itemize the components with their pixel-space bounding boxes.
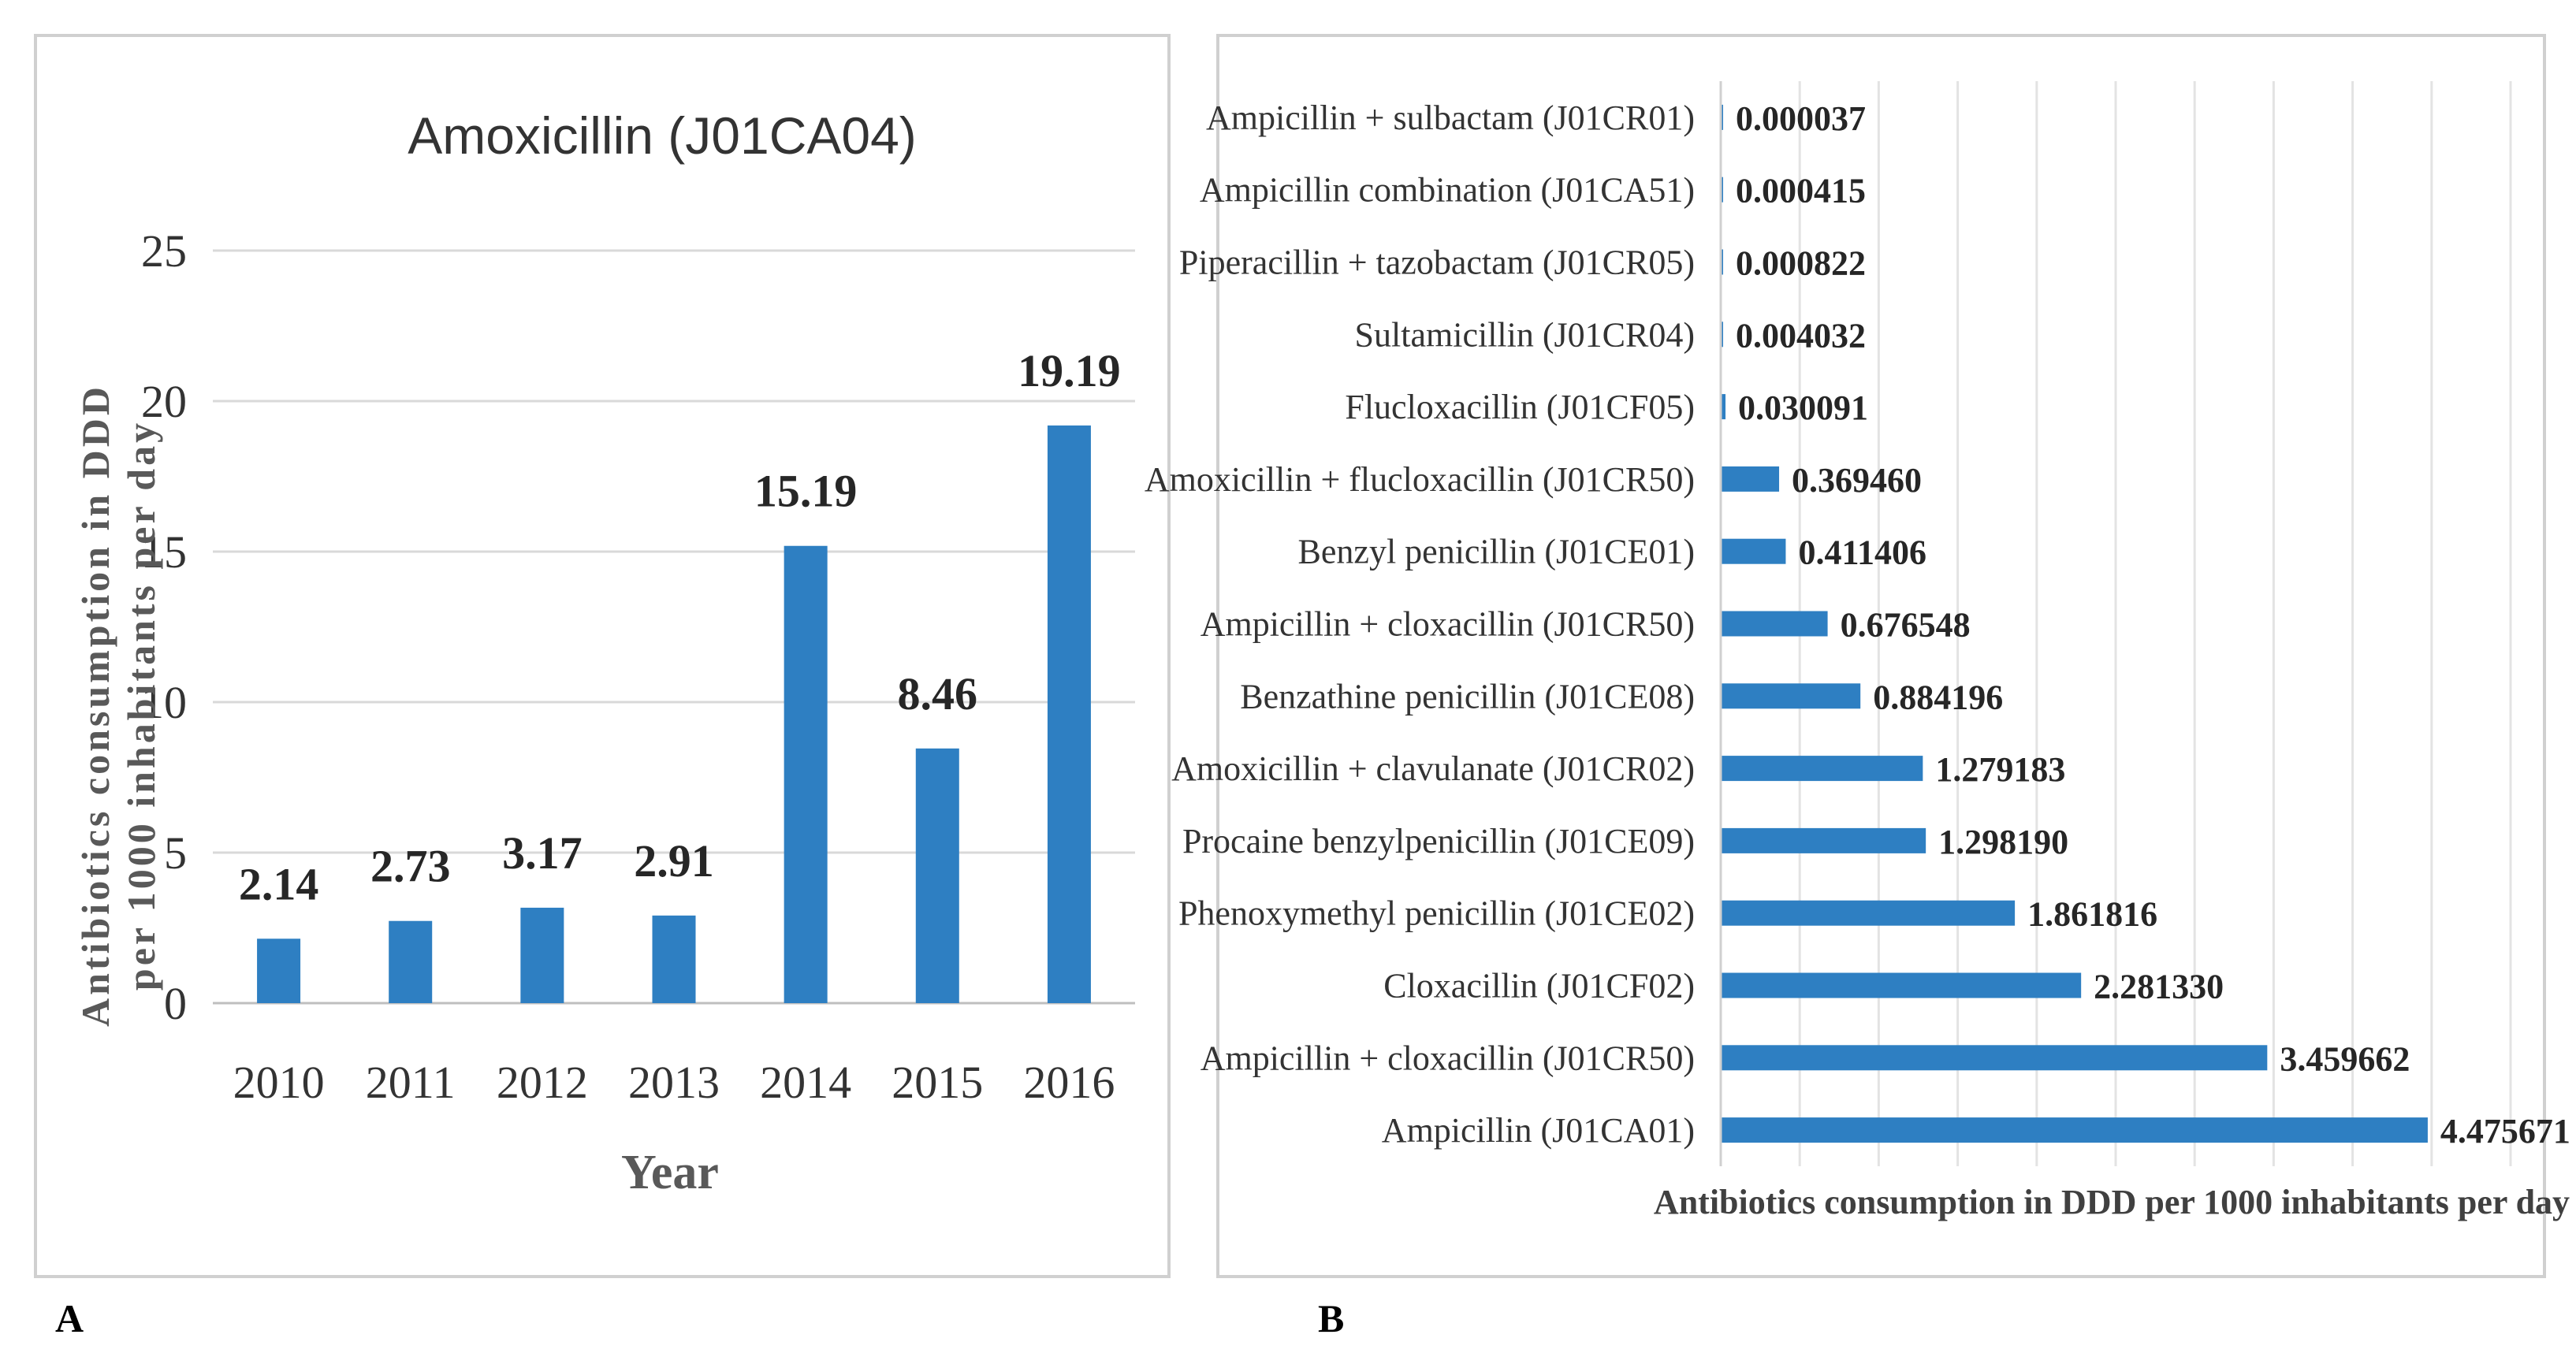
- chart-a-y-tick-label: 0: [164, 978, 187, 1029]
- chart-b-data-label: 0.000415: [1736, 172, 1866, 210]
- chart-a-y-tick-label: 10: [141, 677, 187, 728]
- chart-a-x-tick-label: 2016: [1023, 1057, 1115, 1108]
- chart-a-bar-2011: [389, 920, 433, 1003]
- chart-a-y-axis-title-line2: per 1000 inhabitants per day: [119, 420, 163, 991]
- chart-b-data-label: 2.281330: [2094, 968, 2224, 1006]
- chart-a-data-label: 3.17: [502, 827, 583, 879]
- chart-b-category-label: Ampicillin + cloxacillin (J01CR50): [1201, 1039, 1695, 1077]
- chart-a-x-tick-label: 2014: [760, 1057, 851, 1108]
- chart-b-data-label: 0.000037: [1736, 99, 1866, 138]
- chart-b-data-label: 0.004032: [1736, 316, 1866, 355]
- panel-b-frame: [1216, 34, 2546, 1278]
- chart-b-bar: [1721, 900, 2016, 926]
- chart-b-bar: [1721, 827, 1926, 853]
- chart-a-bar-2015: [915, 748, 959, 1003]
- chart-b-category-label: Ampicillin + cloxacillin (J01CR50): [1201, 605, 1695, 644]
- chart-a-title: Amoxicillin (J01CA04): [408, 106, 917, 165]
- chart-b-category-label: Sultamicillin (J01CR04): [1355, 315, 1695, 354]
- chart-a-bar-2012: [520, 907, 564, 1003]
- chart-a-bar-2014: [784, 545, 828, 1003]
- chart-b-bar: [1721, 394, 1726, 420]
- chart-b-category-label: Flucloxacillin (J01CF05): [1345, 388, 1695, 426]
- chart-b-data-label: 4.475671: [2440, 1112, 2570, 1150]
- chart-a-y-axis-title-line1: Antibiotics consumption in DDD: [73, 384, 117, 1027]
- chart-b-data-label: 0.676548: [1841, 606, 1971, 645]
- chart-b-category-label: Procaine benzylpenicillin (J01CE09): [1182, 822, 1695, 860]
- chart-a: Amoxicillin (J01CA04) 0 5 10 15 20 25 2.14 2010 2…: [73, 106, 1135, 1199]
- chart-a-y-tick-label: 15: [141, 526, 187, 578]
- chart-b-category-label: Phenoxymethyl penicillin (J01CE02): [1178, 894, 1695, 933]
- chart-a-data-label: 8.46: [898, 668, 978, 719]
- chart-b-bar: [1721, 972, 2082, 998]
- chart-a-data-label: 2.91: [634, 835, 714, 887]
- chart-b-data-label: 0.411406: [1798, 533, 1926, 572]
- chart-b-category-label: Ampicillin combination (J01CA51): [1200, 171, 1695, 210]
- chart-a-x-tick-label: 2010: [233, 1057, 325, 1108]
- chart-b-data-label: 1.298190: [1938, 823, 2068, 861]
- chart-b-category-label: Benzathine penicillin (J01CE08): [1240, 677, 1695, 716]
- chart-a-x-axis-title: Year: [621, 1146, 719, 1199]
- chart-a-x-tick-label: 2015: [892, 1057, 983, 1108]
- chart-b-bar: [1721, 1117, 2428, 1143]
- chart-b-data-label: 3.459662: [2280, 1039, 2410, 1078]
- chart-a-y-tick-label: 20: [141, 376, 187, 427]
- panel-label-b: B: [1318, 1296, 1344, 1340]
- chart-b-x-axis-title: Antibiotics consumption in DDD per 1000 …: [1654, 1183, 2570, 1221]
- chart-b-data-label: 0.369460: [1792, 461, 1922, 500]
- panel-label-a: A: [55, 1296, 84, 1340]
- panel-a-frame: [34, 34, 1171, 1278]
- chart-b-data-label: 1.861816: [2027, 895, 2157, 934]
- chart-b-category-label: Piperacillin + tazobactam (J01CR05): [1179, 243, 1695, 282]
- chart-b-bar: [1721, 538, 1786, 564]
- chart-b-bar: [1721, 1045, 2268, 1071]
- chart-b-bar: [1721, 466, 1780, 492]
- chart-b: Ampicillin + sulbactam (J01CR01) 0.000037…: [1145, 81, 2570, 1221]
- chart-a-y-tick-label: 25: [141, 225, 187, 277]
- chart-b-data-label: 0.884196: [1873, 678, 2003, 716]
- chart-b-category-label: Ampicillin (J01CA01): [1382, 1111, 1695, 1150]
- chart-a-y-tick-label: 5: [164, 827, 187, 879]
- chart-b-bar: [1721, 756, 1923, 782]
- chart-a-bar-2016: [1047, 425, 1091, 1003]
- chart-a-data-label: 15.19: [754, 466, 858, 517]
- chart-b-category-label: Amoxicillin + clavulanate (J01CR02): [1171, 749, 1695, 788]
- chart-a-x-tick-label: 2013: [628, 1057, 720, 1108]
- chart-b-bar: [1721, 611, 1828, 637]
- chart-a-data-label: 2.73: [370, 841, 451, 892]
- chart-b-category-label: Ampicillin + sulbactam (J01CR01): [1206, 99, 1695, 137]
- chart-a-x-tick-label: 2011: [366, 1057, 456, 1108]
- chart-b-category-label: Amoxicillin + flucloxacillin (J01CR50): [1145, 460, 1695, 499]
- chart-b-category-label: Cloxacillin (J01CF02): [1383, 967, 1695, 1005]
- chart-a-bar-2013: [652, 915, 696, 1003]
- chart-b-category-label: Benzyl penicillin (J01CE01): [1298, 533, 1695, 571]
- chart-b-data-label: 1.279183: [1935, 750, 2065, 789]
- chart-a-data-label: 2.14: [239, 858, 319, 909]
- chart-b-data-label: 0.000822: [1736, 244, 1866, 283]
- chart-b-bar: [1721, 683, 1861, 709]
- chart-a-x-tick-label: 2012: [497, 1057, 588, 1108]
- chart-b-data-label: 0.030091: [1738, 388, 1868, 427]
- chart-a-data-label: 19.19: [1018, 345, 1121, 396]
- chart-a-bar-2010: [257, 939, 301, 1003]
